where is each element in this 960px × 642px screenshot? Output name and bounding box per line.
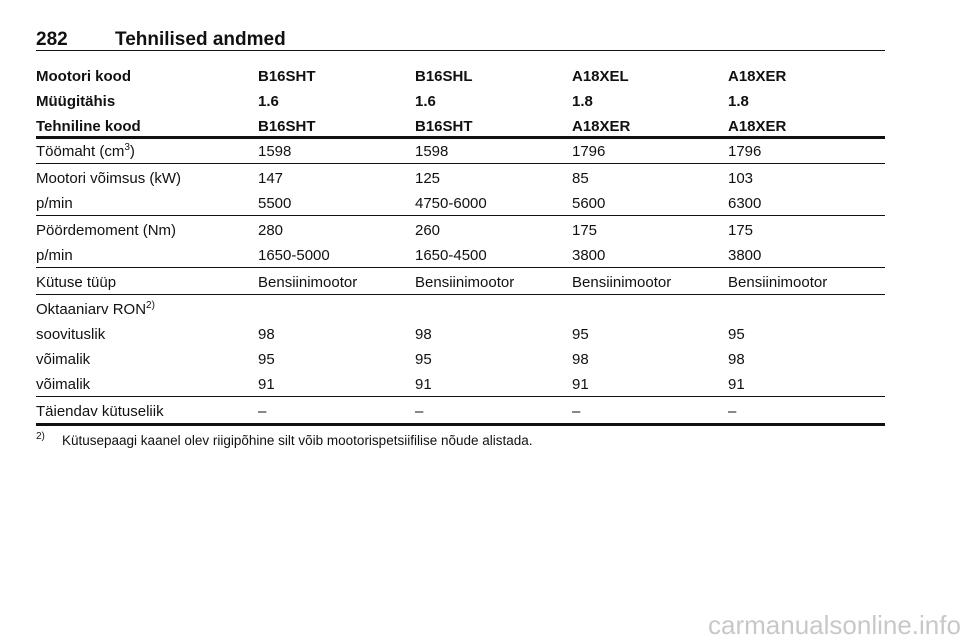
table-cell: Mootori võimsus (kW): [36, 170, 182, 187]
table-rule: [36, 267, 885, 268]
table-cell: 1.8: [572, 93, 593, 110]
table-cell: 98: [258, 326, 275, 343]
table-cell: 1650-5000: [258, 247, 330, 264]
table-cell: võimalik: [36, 376, 91, 393]
table-cell: 260: [415, 222, 441, 239]
table-cell: 1650-4500: [415, 247, 487, 264]
table-rule: [36, 215, 885, 216]
table-cell: B16SHT: [258, 68, 316, 85]
table-cell: Mootori kood: [36, 68, 131, 85]
table-cell: B16SHL: [415, 68, 473, 85]
table-cell: –: [728, 403, 737, 420]
table-cell: 3800: [572, 247, 606, 264]
table-cell: B16SHT: [258, 118, 316, 135]
header-rule: [36, 50, 885, 51]
table-cell: võimalik: [36, 351, 91, 368]
table-cell: A18XEL: [572, 68, 629, 85]
table-cell: Bensiinimootor: [572, 274, 672, 291]
table-cell: 5500: [258, 195, 292, 212]
table-cell: 98: [728, 351, 745, 368]
table-cell: 1.6: [415, 93, 436, 110]
table-cell: 3800: [728, 247, 762, 264]
page-title: Tehnilised andmed: [115, 29, 286, 50]
table-cell: 95: [728, 326, 745, 343]
table-cell: 1.8: [728, 93, 749, 110]
cell-superscript: 3: [124, 142, 130, 153]
table-rule: [36, 396, 885, 397]
footnote-text: Kütusepaagi kaanel olev riigipõhine silt…: [62, 433, 533, 448]
table-cell: A18XER: [728, 68, 787, 85]
table-cell: 147: [258, 170, 284, 187]
table-cell: –: [572, 403, 581, 420]
table-cell: –: [415, 403, 424, 420]
cell-superscript: 2): [146, 300, 155, 311]
table-cell: Bensiinimootor: [258, 274, 358, 291]
table-cell: Bensiinimootor: [728, 274, 828, 291]
table-rule: [36, 163, 885, 164]
table-cell: 91: [728, 376, 745, 393]
table-cell: 6300: [728, 195, 762, 212]
table-cell: Kütuse tüüp: [36, 274, 117, 291]
table-cell: B16SHT: [415, 118, 473, 135]
table-cell: 4750-6000: [415, 195, 487, 212]
footnote-marker: 2): [36, 431, 45, 442]
table-cell: 5600: [572, 195, 606, 212]
table-cell: –: [258, 403, 267, 420]
table-cell: 1598: [258, 143, 292, 160]
table-cell: 98: [415, 326, 432, 343]
table-cell: 1.6: [258, 93, 279, 110]
table-cell: 95: [415, 351, 432, 368]
table-cell: Müügitähis: [36, 93, 116, 110]
table-cell: 95: [258, 351, 275, 368]
table-cell: p/min: [36, 195, 73, 212]
table-cell: p/min: [36, 247, 73, 264]
table-cell: 1598: [415, 143, 449, 160]
table-cell: Täiendav kütuseliik: [36, 403, 164, 420]
table-rule: [36, 423, 885, 426]
table-cell: soovituslik: [36, 326, 106, 343]
table-cell: 98: [572, 351, 589, 368]
table-cell: Pöördemoment (Nm): [36, 222, 177, 239]
table-cell: A18XER: [572, 118, 631, 135]
table-cell: 95: [572, 326, 589, 343]
table-cell: 91: [572, 376, 589, 393]
table-cell: 103: [728, 170, 754, 187]
table-cell: 85: [572, 170, 589, 187]
table-cell: Tehniline kood: [36, 118, 141, 135]
table-cell: Bensiinimootor: [415, 274, 515, 291]
cell-text: Oktaaniarv RON: [36, 301, 147, 318]
table-cell: 1796: [728, 143, 762, 160]
cell-text: ): [129, 143, 135, 160]
table-cell: 175: [728, 222, 754, 239]
table-cell: 175: [572, 222, 598, 239]
table-cell: 91: [415, 376, 432, 393]
table-cell: Oktaaniarv RON2): [36, 301, 155, 319]
table-rule: [36, 136, 885, 139]
watermark: carmanualsonline.info: [708, 610, 960, 640]
table-cell: 125: [415, 170, 441, 187]
table-rule: [36, 294, 885, 295]
table-cell: 91: [258, 376, 275, 393]
table-cell: A18XER: [728, 118, 787, 135]
table-cell: Töömaht (cm3): [36, 143, 135, 161]
cell-text: Töömaht (cm: [36, 143, 125, 160]
page-number: 282: [36, 29, 68, 50]
table-cell: 280: [258, 222, 284, 239]
table-cell: 1796: [572, 143, 606, 160]
